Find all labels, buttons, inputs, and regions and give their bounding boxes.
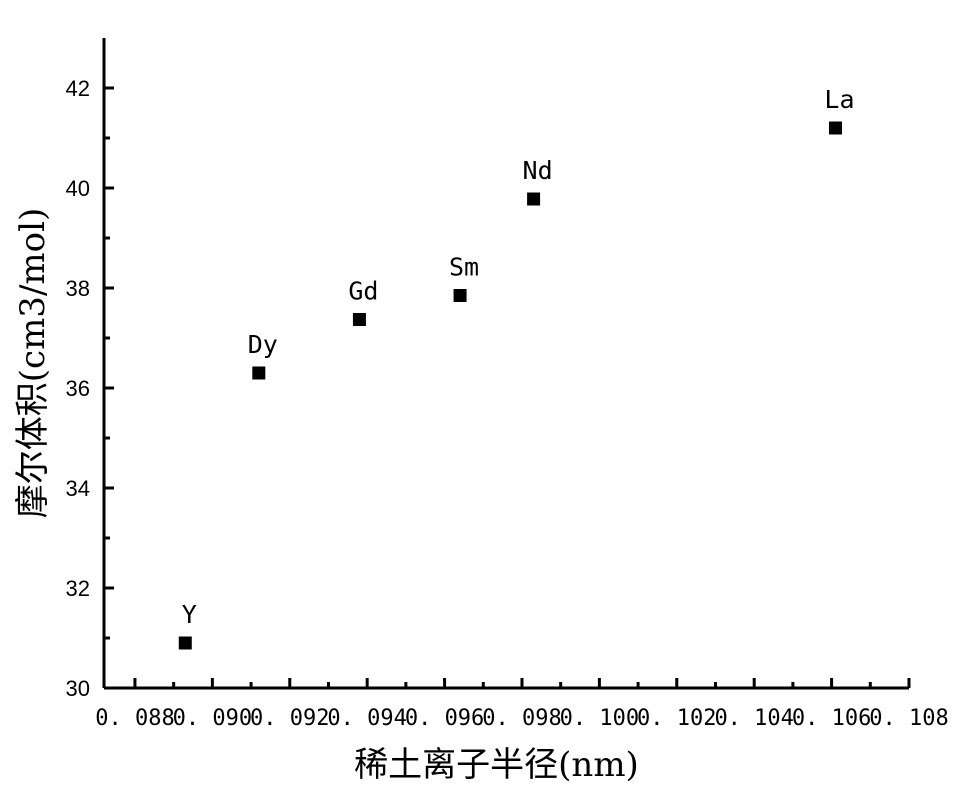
axes [102, 38, 909, 690]
point-label: Dy [248, 330, 278, 359]
y-ticks: 30 32 34 36 38 40 42 [66, 76, 114, 701]
point-label: Sm [449, 253, 479, 282]
x-tick-label: 0. 102 [637, 706, 716, 731]
y-tick-label: 36 [66, 376, 90, 401]
y-tick-label: 34 [66, 476, 90, 501]
x-tick-label: 0. 108 [869, 706, 948, 731]
x-tick-label: 0. 098 [482, 706, 561, 731]
data-point [352, 313, 366, 326]
data-points: Y Dy Gd Sm Nd La [178, 85, 855, 650]
y-tick-label: 40 [66, 176, 90, 201]
y-tick-label: 38 [66, 276, 90, 301]
x-axis-title: 稀土离子半径(nm) [354, 745, 639, 785]
x-tick-label: 0. 090 [173, 706, 252, 731]
data-point [828, 121, 842, 135]
point-label: La [824, 85, 854, 114]
point-label: Nd [523, 156, 553, 185]
x-tick-label: 0. 106 [792, 706, 871, 731]
data-point [178, 636, 192, 650]
x-tick-label: 0. 094 [327, 706, 406, 731]
data-point [252, 366, 266, 380]
x-tick-label: 0. 088 [95, 706, 174, 731]
data-point [453, 289, 467, 302]
x-tick-label: 0. 100 [560, 706, 639, 731]
y-tick-label: 32 [66, 576, 90, 601]
y-tick-label: 30 [66, 676, 90, 701]
point-label: Y [182, 600, 197, 629]
x-tick-label: 0. 092 [250, 706, 329, 731]
y-tick-label: 42 [66, 76, 90, 101]
y-axis-title: 摩尔体积(cm3/mol) [13, 208, 53, 518]
x-tick-label: 0. 096 [405, 706, 484, 731]
point-label: Gd [348, 277, 378, 306]
data-point [527, 192, 541, 206]
x-tick-label: 0. 104 [714, 706, 793, 731]
